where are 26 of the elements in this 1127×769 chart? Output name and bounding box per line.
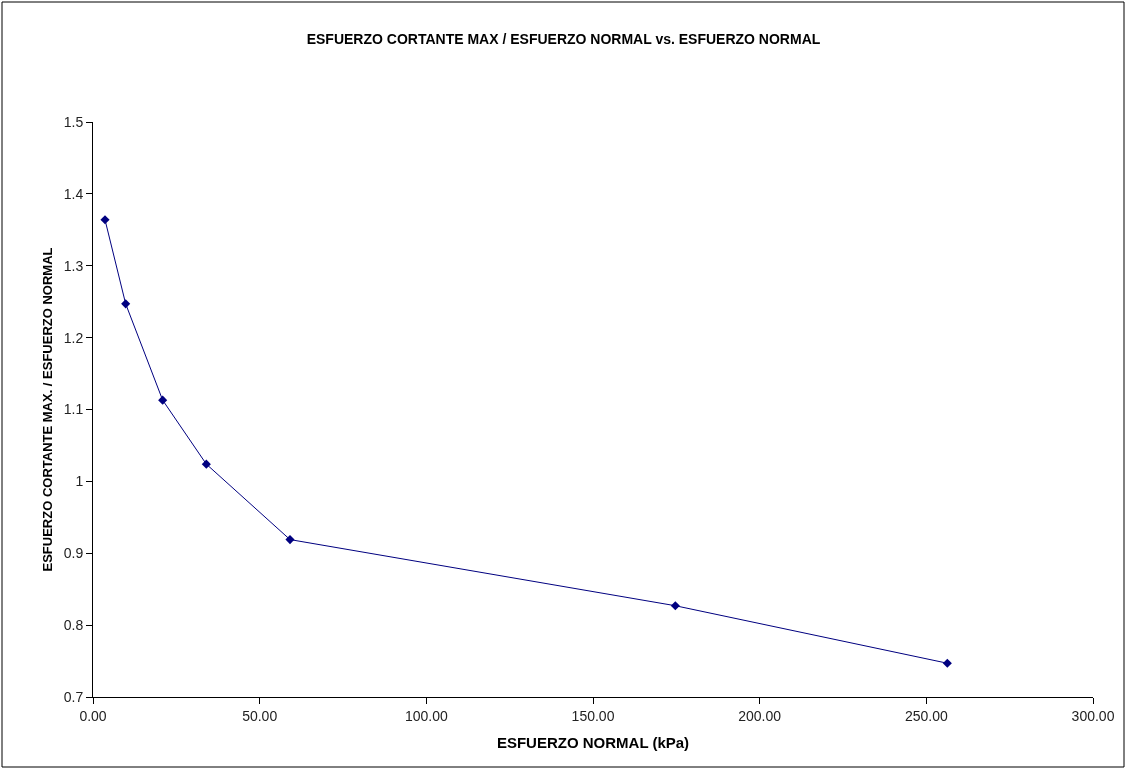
x-tick-label: 200.00 (738, 707, 782, 724)
x-tick-label: 100.00 (404, 707, 448, 724)
point (121, 299, 131, 309)
y-axis-title: ESFUERZO CORTANTE MAX. / ESFUERZO NORMAL (39, 247, 55, 572)
point (100, 215, 110, 225)
y-tick-label: 1.3 (63, 257, 84, 274)
x-axis-title: ESFUERZO NORMAL (kPa) (496, 733, 690, 751)
y-tick-label: 0.7 (63, 688, 84, 705)
y-tick-label: 1.1 (63, 401, 84, 418)
x-tick-label: 150.00 (571, 707, 615, 724)
point (285, 535, 295, 545)
y-tick-label: 0.8 (63, 617, 84, 634)
point (670, 601, 680, 611)
y-tick-label: 1.4 (63, 185, 84, 202)
point (201, 459, 211, 469)
point (158, 395, 168, 405)
y-tick-label: 1.5 (63, 113, 84, 130)
chart-title: ESFUERZO CORTANTE MAX / ESFUERZO NORMAL vs. ESFUERZO NORMAL (306, 31, 821, 48)
y-tick-label: 0.9 (63, 545, 84, 562)
x-tick-label: 0.00 (79, 707, 107, 724)
x-tick-label: 50.00 (242, 707, 278, 724)
y-tick-label: 1.2 (63, 329, 84, 346)
y-tick-label: 1 (75, 473, 84, 490)
x-tick-label: 250.00 (904, 707, 948, 724)
x-tick-label: 300.00 (1071, 707, 1115, 724)
point (942, 658, 952, 668)
